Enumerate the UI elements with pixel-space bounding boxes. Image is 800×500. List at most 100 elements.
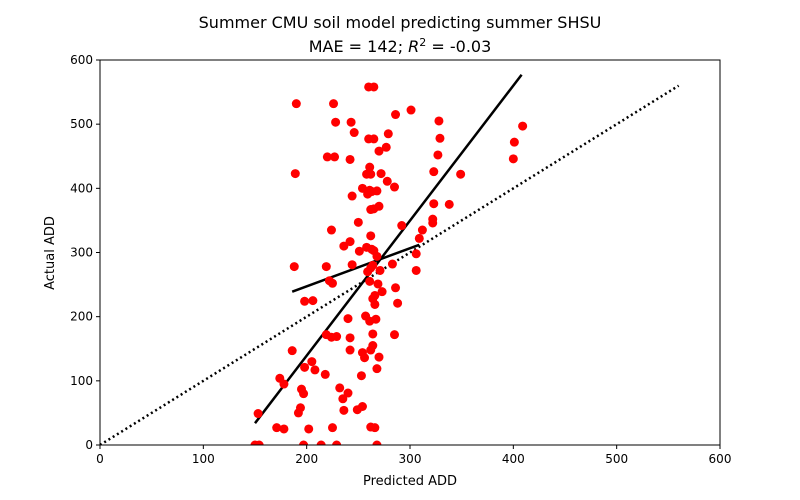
data-point	[299, 389, 309, 399]
y-tick-label: 500	[70, 117, 93, 131]
data-point	[347, 191, 357, 201]
data-point	[272, 423, 282, 433]
data-point	[382, 176, 392, 186]
y-tick-label: 0	[85, 438, 93, 452]
data-point	[343, 388, 353, 398]
data-point	[373, 279, 383, 289]
data-point	[433, 150, 443, 160]
data-point	[345, 154, 355, 164]
data-point	[444, 199, 454, 209]
data-point	[287, 346, 297, 356]
data-point	[368, 329, 378, 339]
data-point	[347, 260, 357, 270]
data-point	[369, 82, 379, 92]
data-point	[356, 371, 366, 381]
data-point	[366, 231, 376, 241]
chart-subtitle: MAE = 142; R2 = -0.03	[309, 36, 492, 57]
data-point	[374, 146, 384, 156]
data-point	[357, 183, 367, 193]
data-point	[289, 262, 299, 272]
x-axis: 0 100 200 300 400 500 600	[96, 445, 731, 466]
data-point	[329, 99, 339, 109]
fit-line-0	[254, 73, 523, 424]
data-point	[417, 225, 427, 235]
x-tick-label: 0	[96, 452, 104, 466]
data-point	[428, 218, 438, 228]
x-tick-label: 500	[605, 452, 628, 466]
data-point	[370, 299, 380, 309]
data-point	[372, 364, 382, 374]
data-point	[397, 221, 407, 231]
fit-line-1	[291, 243, 420, 293]
data-point	[345, 237, 355, 247]
data-point	[429, 199, 439, 209]
data-point	[377, 287, 387, 297]
data-point	[390, 330, 399, 340]
data-point	[387, 259, 397, 269]
data-point	[376, 169, 386, 179]
data-point	[370, 290, 380, 300]
data-point	[253, 409, 263, 419]
data-point	[326, 225, 336, 235]
data-point	[369, 134, 379, 144]
data-point	[357, 402, 367, 411]
data-point	[374, 201, 384, 211]
data-point	[393, 298, 403, 308]
data-point	[508, 154, 518, 164]
data-point	[374, 352, 384, 362]
data-point	[328, 423, 337, 433]
data-point	[343, 314, 353, 324]
data-point	[300, 362, 310, 372]
x-axis-label: Predicted ADD	[363, 474, 457, 489]
y-axis-label: Actual ADD	[43, 216, 58, 290]
data-point	[381, 142, 391, 152]
x-tick-label: 300	[399, 452, 422, 466]
data-point	[372, 251, 382, 261]
data-point	[371, 314, 381, 324]
data-point	[322, 152, 332, 162]
data-point	[304, 424, 314, 434]
x-tick-label: 600	[709, 452, 732, 466]
data-point	[310, 365, 320, 375]
data-point	[332, 332, 342, 342]
data-point	[362, 169, 372, 179]
data-point	[354, 246, 364, 256]
data-point	[406, 105, 416, 115]
y-tick-label: 400	[70, 181, 93, 195]
data-point	[331, 117, 341, 127]
data-point	[293, 408, 303, 418]
data-point	[332, 440, 342, 445]
y-tick-label: 200	[70, 310, 93, 324]
data-point	[279, 379, 289, 389]
data-point	[345, 333, 355, 343]
x-tick-label: 200	[295, 452, 318, 466]
data-point	[390, 182, 399, 192]
data-point	[316, 440, 326, 445]
data-point	[518, 121, 528, 131]
data-point	[360, 353, 370, 363]
data-point	[363, 189, 373, 199]
data-point	[375, 265, 385, 275]
data-point	[368, 341, 378, 351]
data-point	[370, 423, 380, 433]
data-point	[254, 440, 264, 445]
data-point	[339, 241, 349, 251]
data-point	[335, 383, 345, 393]
data-point	[308, 296, 318, 306]
data-point	[328, 278, 337, 288]
y-tick-label: 600	[70, 53, 93, 67]
data-point	[456, 169, 466, 179]
y-tick-label: 300	[70, 246, 93, 260]
y-tick-label: 100	[70, 374, 93, 388]
data-point	[435, 133, 445, 143]
data-point	[411, 249, 421, 259]
data-point	[429, 167, 439, 177]
data-point	[383, 129, 393, 139]
data-point	[345, 345, 355, 355]
data-point	[353, 217, 363, 227]
data-point	[411, 265, 421, 275]
x-tick-label: 100	[192, 452, 215, 466]
data-point	[339, 405, 349, 415]
data-point	[391, 110, 401, 120]
